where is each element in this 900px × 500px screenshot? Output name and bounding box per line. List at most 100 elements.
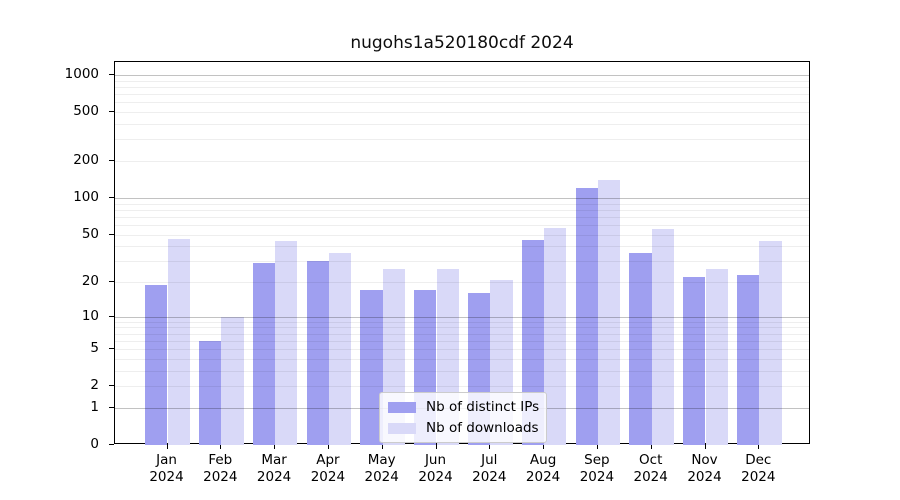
x-tick-month: Nov <box>691 452 718 468</box>
gridline-major <box>115 75 809 76</box>
x-tick-label: Feb 2024 <box>180 452 260 485</box>
x-tick-mark <box>220 444 222 449</box>
x-tick-year: 2024 <box>310 468 346 485</box>
gridline-minor <box>115 246 809 248</box>
bar-distinct-ips-apr <box>306 261 329 445</box>
legend-swatch-distinct-ips <box>388 401 416 413</box>
gridline-minor <box>115 102 809 104</box>
y-tick-mark <box>109 385 114 387</box>
x-tick-year: 2024 <box>687 468 722 485</box>
gridline-minor <box>115 139 809 141</box>
x-tick-month: Sep <box>584 452 610 468</box>
bar-distinct-ips-mar <box>252 262 276 445</box>
y-tick-label: 1 <box>90 398 99 415</box>
y-tick-mark <box>109 348 114 350</box>
x-tick-year: 2024 <box>364 468 399 485</box>
x-tick-month: Dec <box>745 452 772 468</box>
x-tick-label: Nov 2024 <box>665 452 745 485</box>
gridline-minor <box>115 234 809 236</box>
bar-downloads-oct <box>651 228 674 445</box>
x-tick-year: 2024 <box>149 468 184 485</box>
x-tick-mark <box>435 444 437 449</box>
x-tick-label: Dec 2024 <box>718 452 798 485</box>
y-tick-mark <box>109 196 114 199</box>
x-tick-year: 2024 <box>525 468 561 485</box>
y-tick-label: 2 <box>90 377 99 394</box>
bar-distinct-ips-feb <box>199 340 222 445</box>
bar-downloads-jan <box>167 238 190 445</box>
legend: Nb of distinct IPs Nb of downloads <box>379 392 547 443</box>
x-tick-label: Jul 2024 <box>449 452 529 485</box>
x-tick-mark <box>596 444 599 449</box>
x-tick-mark <box>381 444 383 449</box>
y-tick-label: 50 <box>81 225 99 242</box>
bar-distinct-ips-nov <box>683 277 706 445</box>
y-tick-label: 500 <box>73 103 99 120</box>
x-tick-month: Feb <box>208 452 233 468</box>
bar-downloads-nov <box>705 268 728 445</box>
x-tick-mark <box>758 444 760 449</box>
x-tick-mark <box>327 444 330 449</box>
y-tick-label: 5 <box>90 340 99 357</box>
legend-swatch-downloads <box>388 422 416 434</box>
bar-downloads-aug <box>544 227 567 445</box>
gridline-minor <box>115 112 809 114</box>
gridline-minor <box>115 87 809 88</box>
x-tick-year: 2024 <box>472 468 507 485</box>
bar-distinct-ips-oct <box>629 253 652 445</box>
gridline-minor <box>115 203 809 205</box>
bar-downloads-apr <box>328 253 352 445</box>
y-tick-mark <box>109 444 114 446</box>
x-tick-label: Aug 2024 <box>503 452 583 485</box>
gridline-minor <box>115 161 809 162</box>
gridline-minor <box>115 261 809 263</box>
y-tick-mark <box>109 406 114 409</box>
x-tick-label: Mar 2024 <box>234 452 314 485</box>
bar-downloads-mar <box>275 241 298 445</box>
x-tick-mark <box>274 444 276 449</box>
x-tick-month: Mar <box>261 452 287 468</box>
y-tick-label: 200 <box>73 152 99 168</box>
y-tick-mark <box>109 74 114 76</box>
x-tick-label: Sep 2024 <box>557 452 637 485</box>
x-tick-mark <box>543 444 545 449</box>
bar-distinct-ips-dec <box>737 274 760 445</box>
x-tick-mark <box>489 444 491 449</box>
bar-downloads-sep <box>597 180 621 445</box>
gridline-minor <box>115 216 809 218</box>
y-tick-label: 1000 <box>64 66 99 82</box>
plot-area: Nb of distinct IPs Nb of downloads <box>114 61 810 445</box>
x-tick-label: Jun 2024 <box>396 452 476 485</box>
bar-distinct-ips-sep <box>575 188 598 445</box>
y-tick-mark <box>109 233 114 235</box>
x-tick-mark <box>704 444 706 449</box>
x-tick-month: Apr <box>316 452 340 468</box>
gridline-minor <box>115 94 809 96</box>
gridline-major <box>115 197 809 199</box>
x-tick-label: May 2024 <box>342 452 422 485</box>
x-tick-label: Apr 2024 <box>288 452 368 485</box>
x-tick-month: Jan <box>156 452 177 468</box>
gridline-minor <box>115 209 809 211</box>
y-tick-label: 20 <box>81 273 99 289</box>
x-tick-month: Oct <box>639 452 663 468</box>
legend-item-distinct-ips: Nb of distinct IPs <box>388 399 542 415</box>
y-tick-mark <box>109 111 114 113</box>
x-tick-year: 2024 <box>203 468 238 485</box>
chart-title: nugohs1a520180cdf 2024 <box>350 33 574 53</box>
x-tick-year: 2024 <box>741 468 776 485</box>
x-tick-month: Jun <box>424 452 447 468</box>
bar-downloads-dec <box>759 241 782 445</box>
x-tick-month: May <box>367 452 396 468</box>
y-tick-mark <box>109 281 114 283</box>
x-tick-mark <box>166 444 168 449</box>
x-tick-year: 2024 <box>633 468 668 485</box>
y-tick-label: 100 <box>73 188 99 205</box>
x-tick-month: Jul <box>481 452 498 468</box>
y-tick-label: 0 <box>90 436 99 452</box>
gridline-minor <box>115 80 809 82</box>
x-tick-year: 2024 <box>418 468 453 485</box>
x-tick-year: 2024 <box>256 468 292 485</box>
gridline-minor <box>115 124 809 125</box>
